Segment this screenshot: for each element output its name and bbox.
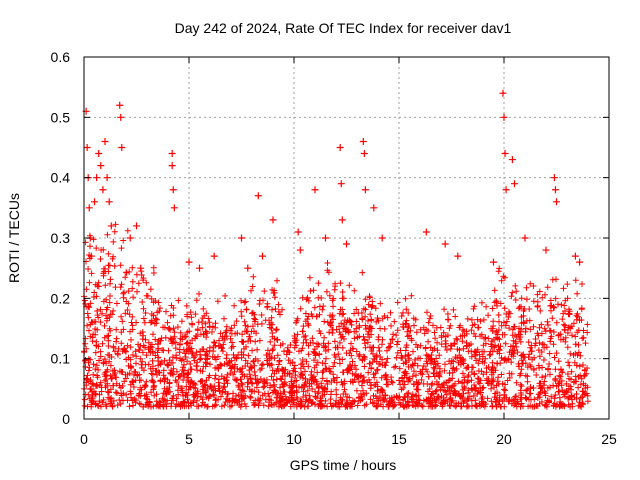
data-point [499, 89, 507, 97]
data-point [343, 240, 350, 248]
y-tick-label: 0 [62, 411, 70, 427]
x-tick-label: 25 [601, 431, 617, 447]
data-point [336, 144, 344, 151]
data-points [82, 89, 584, 272]
data-point [576, 258, 584, 266]
dense-data-markers [81, 221, 591, 410]
data-point [254, 192, 262, 200]
data-point [360, 150, 368, 158]
y-tick-label: 0.6 [51, 49, 71, 65]
data-point [196, 264, 203, 272]
x-tick-label: 0 [80, 431, 88, 447]
data-point [101, 137, 109, 145]
y-tick-label: 0.4 [51, 170, 71, 186]
data-point [500, 113, 508, 121]
data-point [85, 204, 93, 212]
data-point [185, 258, 193, 266]
data-point [521, 234, 529, 242]
data-point [553, 198, 560, 206]
data-point [337, 180, 345, 188]
data-point [571, 252, 579, 260]
data-point [99, 186, 107, 194]
data-point [170, 204, 178, 212]
data-point [91, 198, 98, 206]
data-point [361, 186, 369, 194]
data-point [550, 174, 558, 182]
data-point [294, 228, 302, 236]
data-point [133, 222, 140, 230]
data-point [490, 258, 497, 266]
data-point [422, 228, 430, 236]
y-axis-ticks: 0 0.1 0.2 0.3 0.4 0.5 0.6 [51, 49, 609, 427]
data-point [542, 246, 550, 254]
data-point [269, 216, 277, 224]
data-point [511, 180, 518, 188]
data-point [168, 150, 176, 158]
data-point [83, 144, 91, 151]
chart-title: Day 242 of 2024, Rate Of TEC Index for r… [175, 20, 512, 36]
data-point [322, 234, 329, 242]
data-point [551, 186, 559, 194]
data-point [137, 264, 145, 272]
data-point [93, 174, 101, 182]
data-point [105, 198, 113, 206]
data-point [502, 186, 510, 194]
x-tick-label: 5 [185, 431, 193, 447]
y-tick-label: 0.2 [51, 290, 71, 306]
x-tick-label: 10 [286, 431, 302, 447]
x-tick-label: 20 [496, 431, 512, 447]
y-tick-label: 0.1 [51, 351, 71, 367]
data-point [168, 162, 176, 170]
data-point [118, 144, 126, 151]
data-point [117, 113, 125, 121]
data-point [359, 137, 367, 145]
data-point [126, 234, 134, 242]
dense-data-cloud [81, 221, 591, 410]
data-point [116, 101, 124, 109]
data-point [95, 150, 103, 158]
data-point [454, 252, 462, 260]
data-point [501, 150, 509, 158]
data-point [441, 240, 449, 248]
data-point [259, 252, 266, 260]
y-tick-label: 0.3 [51, 230, 71, 246]
data-point [107, 222, 115, 230]
data-point [103, 174, 111, 182]
data-point [244, 264, 252, 272]
x-axis-ticks: 0 5 10 15 20 25 [80, 57, 617, 447]
data-point [338, 216, 346, 224]
data-point [169, 186, 177, 194]
data-point [87, 252, 95, 260]
data-point [210, 252, 218, 260]
data-point [296, 246, 304, 254]
y-tick-label: 0.5 [51, 109, 71, 125]
x-axis-label: GPS time / hours [290, 457, 397, 473]
data-point [311, 186, 319, 194]
data-point [97, 162, 105, 170]
x-tick-label: 15 [391, 431, 407, 447]
data-point [508, 156, 516, 164]
data-point [370, 204, 378, 212]
data-point [378, 234, 386, 242]
data-point [238, 234, 245, 242]
y-axis-label: ROTI / TECUs [6, 193, 22, 283]
